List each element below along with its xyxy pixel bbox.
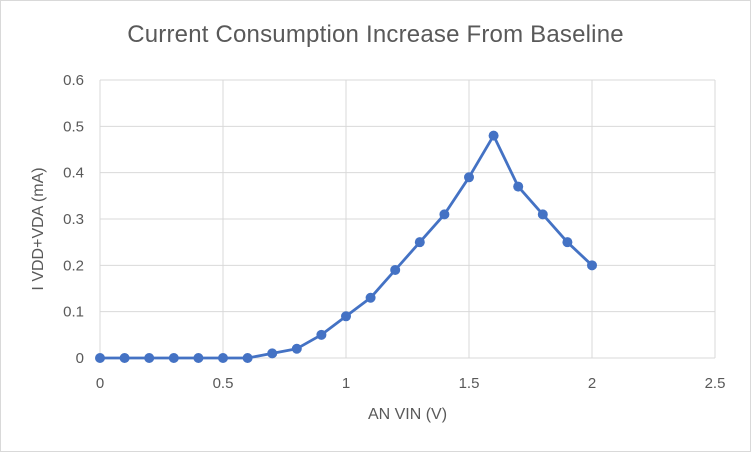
- data-point: [119, 353, 130, 363]
- data-point: [537, 209, 548, 220]
- data-point: [291, 343, 302, 354]
- data-point: [242, 353, 253, 363]
- series-group: [95, 130, 597, 363]
- y-tick-label: 0.3: [63, 211, 84, 228]
- data-point: [464, 172, 474, 183]
- data-point: [587, 260, 597, 271]
- data-point: [168, 353, 179, 363]
- x-tick-label: 0: [96, 375, 104, 392]
- y-tick-label: 0.1: [63, 304, 84, 321]
- x-tick-label: 0.5: [213, 375, 234, 392]
- data-point: [144, 353, 155, 363]
- data-point: [341, 311, 351, 322]
- data-point: [365, 292, 376, 303]
- data-point: [218, 353, 228, 363]
- data-point: [562, 237, 573, 248]
- data-point: [267, 348, 278, 359]
- x-tick-label: 2: [588, 375, 596, 392]
- y-tick-label: 0.2: [63, 257, 84, 274]
- y-tick-label: 0.4: [63, 165, 84, 182]
- y-tick-label: 0.5: [63, 118, 84, 135]
- data-point: [390, 264, 401, 275]
- y-tick-label: 0.6: [63, 72, 84, 89]
- data-point: [193, 353, 204, 363]
- data-point: [95, 353, 105, 363]
- x-axis-ticks: 0 0.5 1 1.5 2 2.5: [96, 375, 726, 392]
- x-tick-label: 1.5: [459, 375, 480, 392]
- x-tick-label: 2.5: [705, 375, 726, 392]
- data-point: [414, 237, 425, 248]
- data-point: [513, 181, 524, 192]
- data-point: [488, 130, 499, 141]
- data-point: [316, 329, 327, 340]
- chart-title: Current Consumption Increase From Baseli…: [127, 21, 624, 48]
- y-axis-label: I VDD+VDA (mA): [30, 167, 47, 290]
- data-point: [439, 209, 450, 220]
- y-axis-ticks: 0 0.1 0.2 0.3 0.4 0.5 0.6: [63, 72, 84, 367]
- y-tick-label: 0: [76, 350, 84, 367]
- x-tick-label: 1: [342, 375, 350, 392]
- x-axis-label: AN VIN (V): [368, 406, 447, 423]
- gridlines: [99, 79, 716, 359]
